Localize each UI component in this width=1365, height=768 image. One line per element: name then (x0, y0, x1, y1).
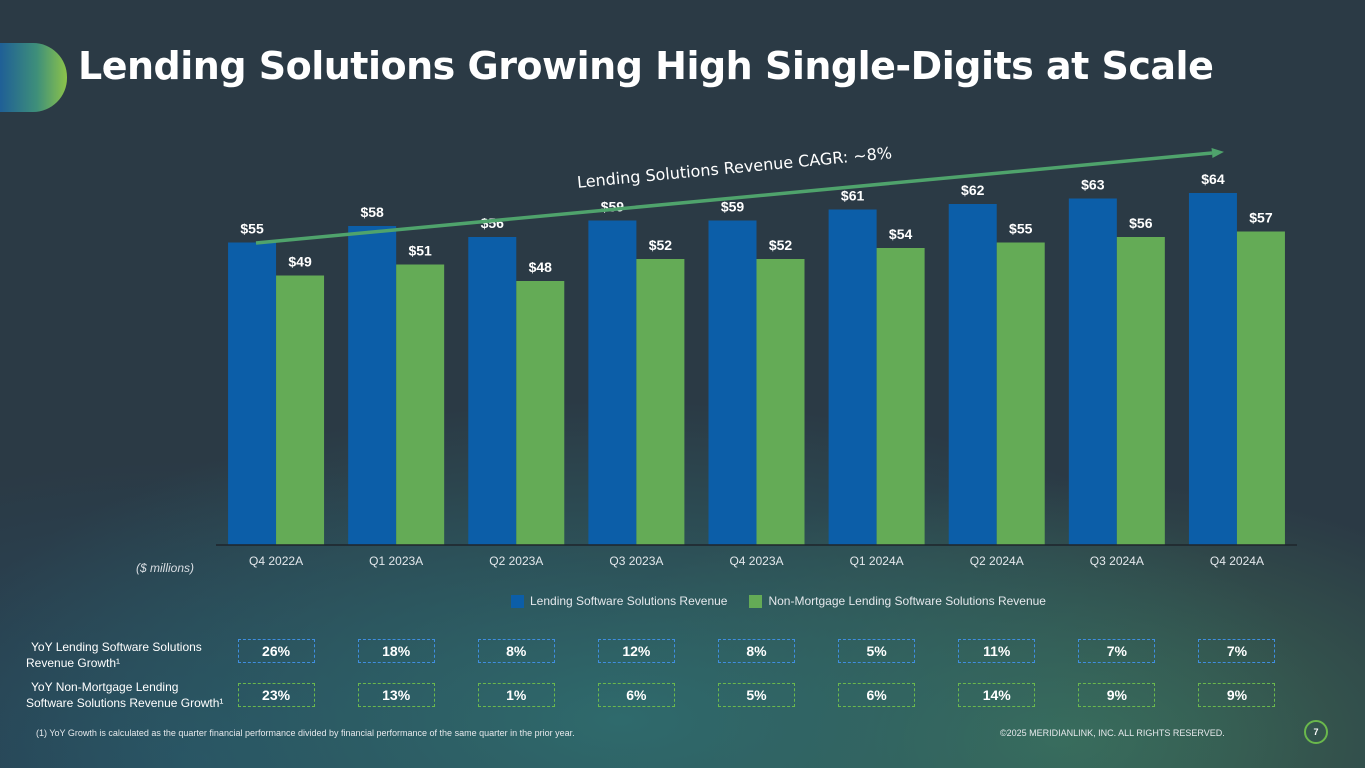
growth-value-non-mortgage-4: 5% (718, 683, 795, 707)
x-tick-label-4: Q4 2023A (729, 554, 783, 568)
cagr-arrow-head (1211, 148, 1224, 158)
footnote: (1) YoY Growth is calculated as the quar… (36, 728, 575, 738)
growth-value-lending-3: 12% (597, 639, 675, 663)
title-accent-tab (0, 43, 67, 112)
cagr-arrow-line (255, 151, 1213, 245)
legend-swatch-blue (511, 594, 524, 608)
bar-non-mortgage-4 (756, 259, 805, 545)
growth-value-non-mortgage-6: 14% (958, 683, 1036, 707)
bar-non-mortgage-6 (996, 242, 1045, 545)
growth-value-non-mortgage-2: 1% (477, 683, 555, 707)
growth-value-lending-1: 18% (357, 639, 435, 663)
data-label-non-mortgage-2: $48 (529, 259, 553, 275)
growth-value-lending-8: 7% (1198, 639, 1276, 663)
bar-non-mortgage-0 (276, 275, 325, 545)
growth-value-lending-0: 26% (237, 639, 315, 663)
data-label-non-mortgage-8: $57 (1249, 210, 1273, 226)
x-tick-label-0: Q4 2022A (249, 554, 303, 568)
bar-non-mortgage-2 (516, 281, 565, 545)
growth-value-lending-4: 8% (718, 639, 795, 663)
data-label-non-mortgage-3: $52 (649, 237, 673, 253)
data-label-non-mortgage-0: $49 (288, 254, 312, 270)
page-number: 7 (1304, 720, 1328, 744)
legend-item-lending: Lending Software Solutions Revenue (511, 594, 727, 608)
data-label-non-mortgage-5: $54 (889, 226, 913, 242)
revenue-bar-chart: $55 $49 Q4 2022A $58 $51 Q1 2023A $56 $48 Q2 202… (216, 143, 1297, 568)
growth-value-non-mortgage-1: 13% (357, 683, 435, 707)
growth-value-lending-5: 5% (838, 639, 916, 663)
data-label-lending-4: $59 (721, 199, 745, 215)
bar-lending-6 (948, 204, 997, 545)
x-tick-label-6: Q2 2024A (970, 554, 1024, 568)
bar-lending-2 (468, 237, 517, 545)
growth-row-label-non-mortgage: YoY Non-Mortgage Lending Software Soluti… (26, 680, 224, 710)
growth-value-non-mortgage-5: 6% (838, 683, 916, 707)
data-label-non-mortgage-7: $56 (1129, 215, 1153, 231)
data-label-lending-3: $59 (601, 199, 625, 215)
bar-lending-5 (828, 209, 877, 545)
bar-non-mortgage-1 (396, 264, 445, 545)
bar-non-mortgage-7 (1116, 237, 1165, 545)
legend-label-non-mortgage: Non-Mortgage Lending Software Solutions … (768, 594, 1046, 608)
bar-lending-8 (1188, 193, 1237, 545)
growth-value-non-mortgage-8: 9% (1198, 683, 1276, 707)
legend-label-lending: Lending Software Solutions Revenue (530, 594, 728, 608)
copyright: ©2025 MERIDIANLINK, INC. ALL RIGHTS RESE… (1000, 728, 1225, 738)
growth-value-lending-6: 11% (958, 639, 1036, 663)
data-label-lending-6: $62 (961, 182, 985, 198)
growth-value-non-mortgage-0: 23% (237, 683, 315, 707)
growth-value-lending-2: 8% (477, 639, 555, 663)
bar-lending-3 (588, 220, 637, 545)
data-label-lending-7: $63 (1081, 177, 1105, 193)
bar-lending-7 (1068, 198, 1117, 545)
bar-lending-1 (348, 226, 397, 545)
data-label-non-mortgage-6: $55 (1009, 221, 1033, 237)
x-tick-label-1: Q1 2023A (369, 554, 423, 568)
growth-value-non-mortgage-7: 9% (1078, 683, 1156, 707)
x-tick-label-3: Q3 2023A (609, 554, 663, 568)
data-label-lending-8: $64 (1201, 171, 1225, 187)
x-tick-label-7: Q3 2024A (1090, 554, 1144, 568)
x-tick-label-5: Q1 2024A (850, 554, 904, 568)
bar-lending-0 (228, 242, 277, 545)
data-label-lending-0: $55 (240, 221, 264, 237)
bar-lending-4 (708, 220, 757, 545)
chart-legend: Lending Software Solutions Revenue Non-M… (511, 594, 1068, 608)
data-label-non-mortgage-4: $52 (769, 237, 793, 253)
x-tick-label-8: Q4 2024A (1210, 554, 1264, 568)
cagr-annotation: Lending Solutions Revenue CAGR: ~8% (576, 143, 892, 192)
page-title: Lending Solutions Growing High Single-Di… (78, 44, 1214, 88)
data-label-lending-5: $61 (841, 188, 865, 204)
growth-row-label-lending: YoY Lending Software Solutions Revenue G… (26, 640, 202, 670)
data-label-lending-1: $58 (360, 204, 384, 220)
legend-item-non-mortgage: Non-Mortgage Lending Software Solutions … (749, 594, 1046, 608)
growth-value-lending-7: 7% (1078, 639, 1156, 663)
x-tick-label-2: Q2 2023A (489, 554, 543, 568)
bar-non-mortgage-3 (636, 259, 685, 545)
growth-value-non-mortgage-3: 6% (597, 683, 675, 707)
units-label: ($ millions) (136, 561, 195, 575)
legend-swatch-green (749, 594, 763, 608)
bar-non-mortgage-5 (876, 248, 925, 545)
bar-non-mortgage-8 (1236, 231, 1285, 545)
data-label-non-mortgage-1: $51 (408, 243, 432, 259)
